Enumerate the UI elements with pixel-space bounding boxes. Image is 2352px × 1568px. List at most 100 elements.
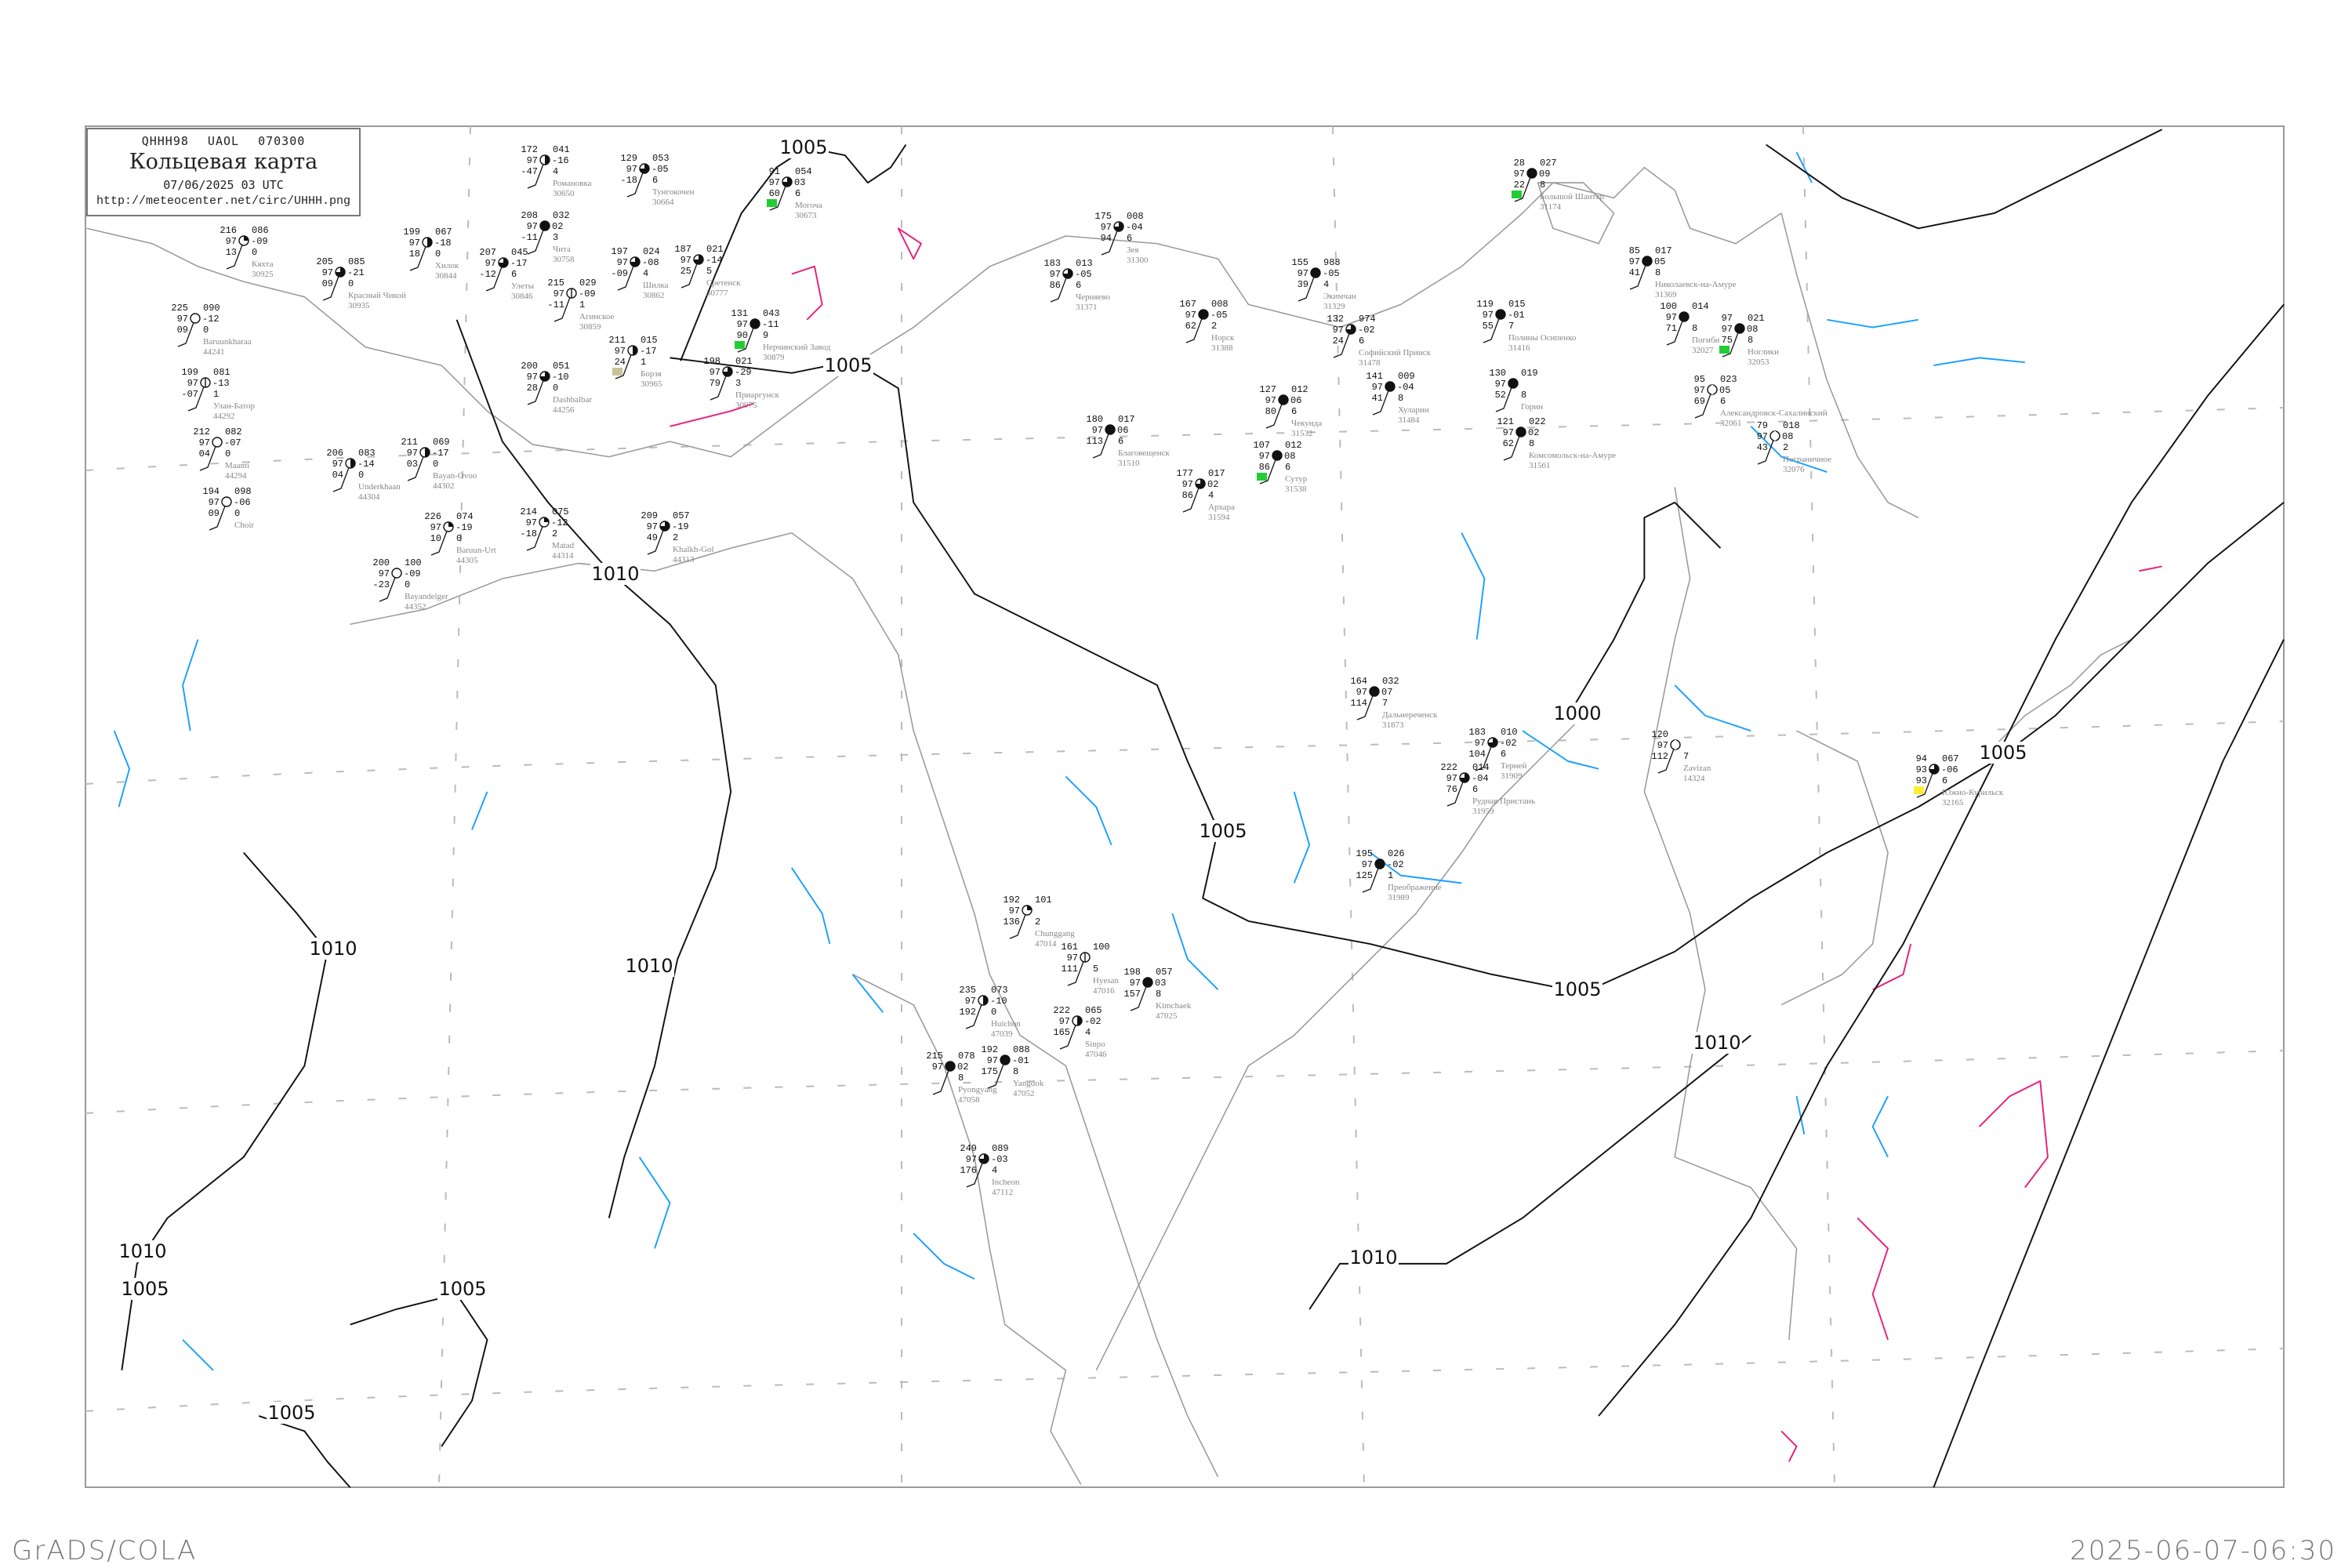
station-plot[interactable]: 194 098 97 -06 09 0 Choir: [202, 486, 254, 531]
station-pressure: 086: [252, 225, 269, 236]
station-temperature: 127: [1259, 384, 1276, 395]
station-pressure: 017: [1208, 468, 1225, 479]
isobar-label: 1005: [1199, 820, 1247, 842]
station-visibility: 97: [407, 448, 418, 459]
station-dewpoint: 125: [1356, 870, 1373, 881]
station-temperature: 120: [1651, 729, 1668, 740]
station-id: 30650: [553, 189, 575, 198]
isobar-label: 1005: [267, 1402, 315, 1424]
wind-barb-icon: [1009, 909, 1028, 939]
station-dewpoint: 80: [1265, 406, 1276, 417]
station-dewpoint: 175: [981, 1066, 998, 1077]
map-title-box: QHHH98 UAOL 070300 Кольцевая карта 07/06…: [86, 128, 361, 216]
station-temperature: 79: [1757, 420, 1768, 431]
station-dewpoint: 90: [737, 330, 748, 341]
station-cloud-amount: 8: [958, 1073, 964, 1083]
station-id: 32027: [1692, 346, 1714, 355]
station-visibility: 97: [430, 522, 441, 533]
station-pressure: 078: [958, 1051, 975, 1062]
station-plot[interactable]: 95 023 97 05 69 6Александровск-Сахалинский320…: [1694, 374, 1828, 428]
wind-barb-icon: [1503, 431, 1522, 461]
station-visibility: 97: [332, 459, 343, 470]
station-temperature: 107: [1253, 440, 1270, 451]
station-id: 31989: [1388, 893, 1410, 902]
station-pressure: 057: [673, 510, 690, 521]
station-id: 32061: [1720, 419, 1742, 428]
station-visibility: 97: [1092, 425, 1103, 436]
station-pressure: 012: [1285, 440, 1302, 451]
station-visibility: 97: [966, 1154, 977, 1165]
station-visibility: 97: [209, 497, 220, 508]
station-dewpoint: 09: [322, 278, 333, 289]
station-pressure: 100: [405, 557, 422, 568]
precip-marker-icon: [1914, 786, 1924, 794]
station-dewpoint: -07: [181, 389, 198, 400]
isobar-label: 1005: [121, 1278, 169, 1300]
station-temperature: 194: [202, 486, 220, 497]
cloud-cover-icon: [190, 313, 201, 324]
station-visibility: 97: [1362, 859, 1373, 870]
station-pressure-tendency: 03: [1155, 978, 1166, 989]
station-pressure-tendency: -02: [1084, 1016, 1102, 1027]
station-cloud-amount: 8: [1748, 335, 1753, 346]
station-visibility: 97: [1050, 269, 1061, 280]
station-visibility: 97: [322, 267, 333, 278]
